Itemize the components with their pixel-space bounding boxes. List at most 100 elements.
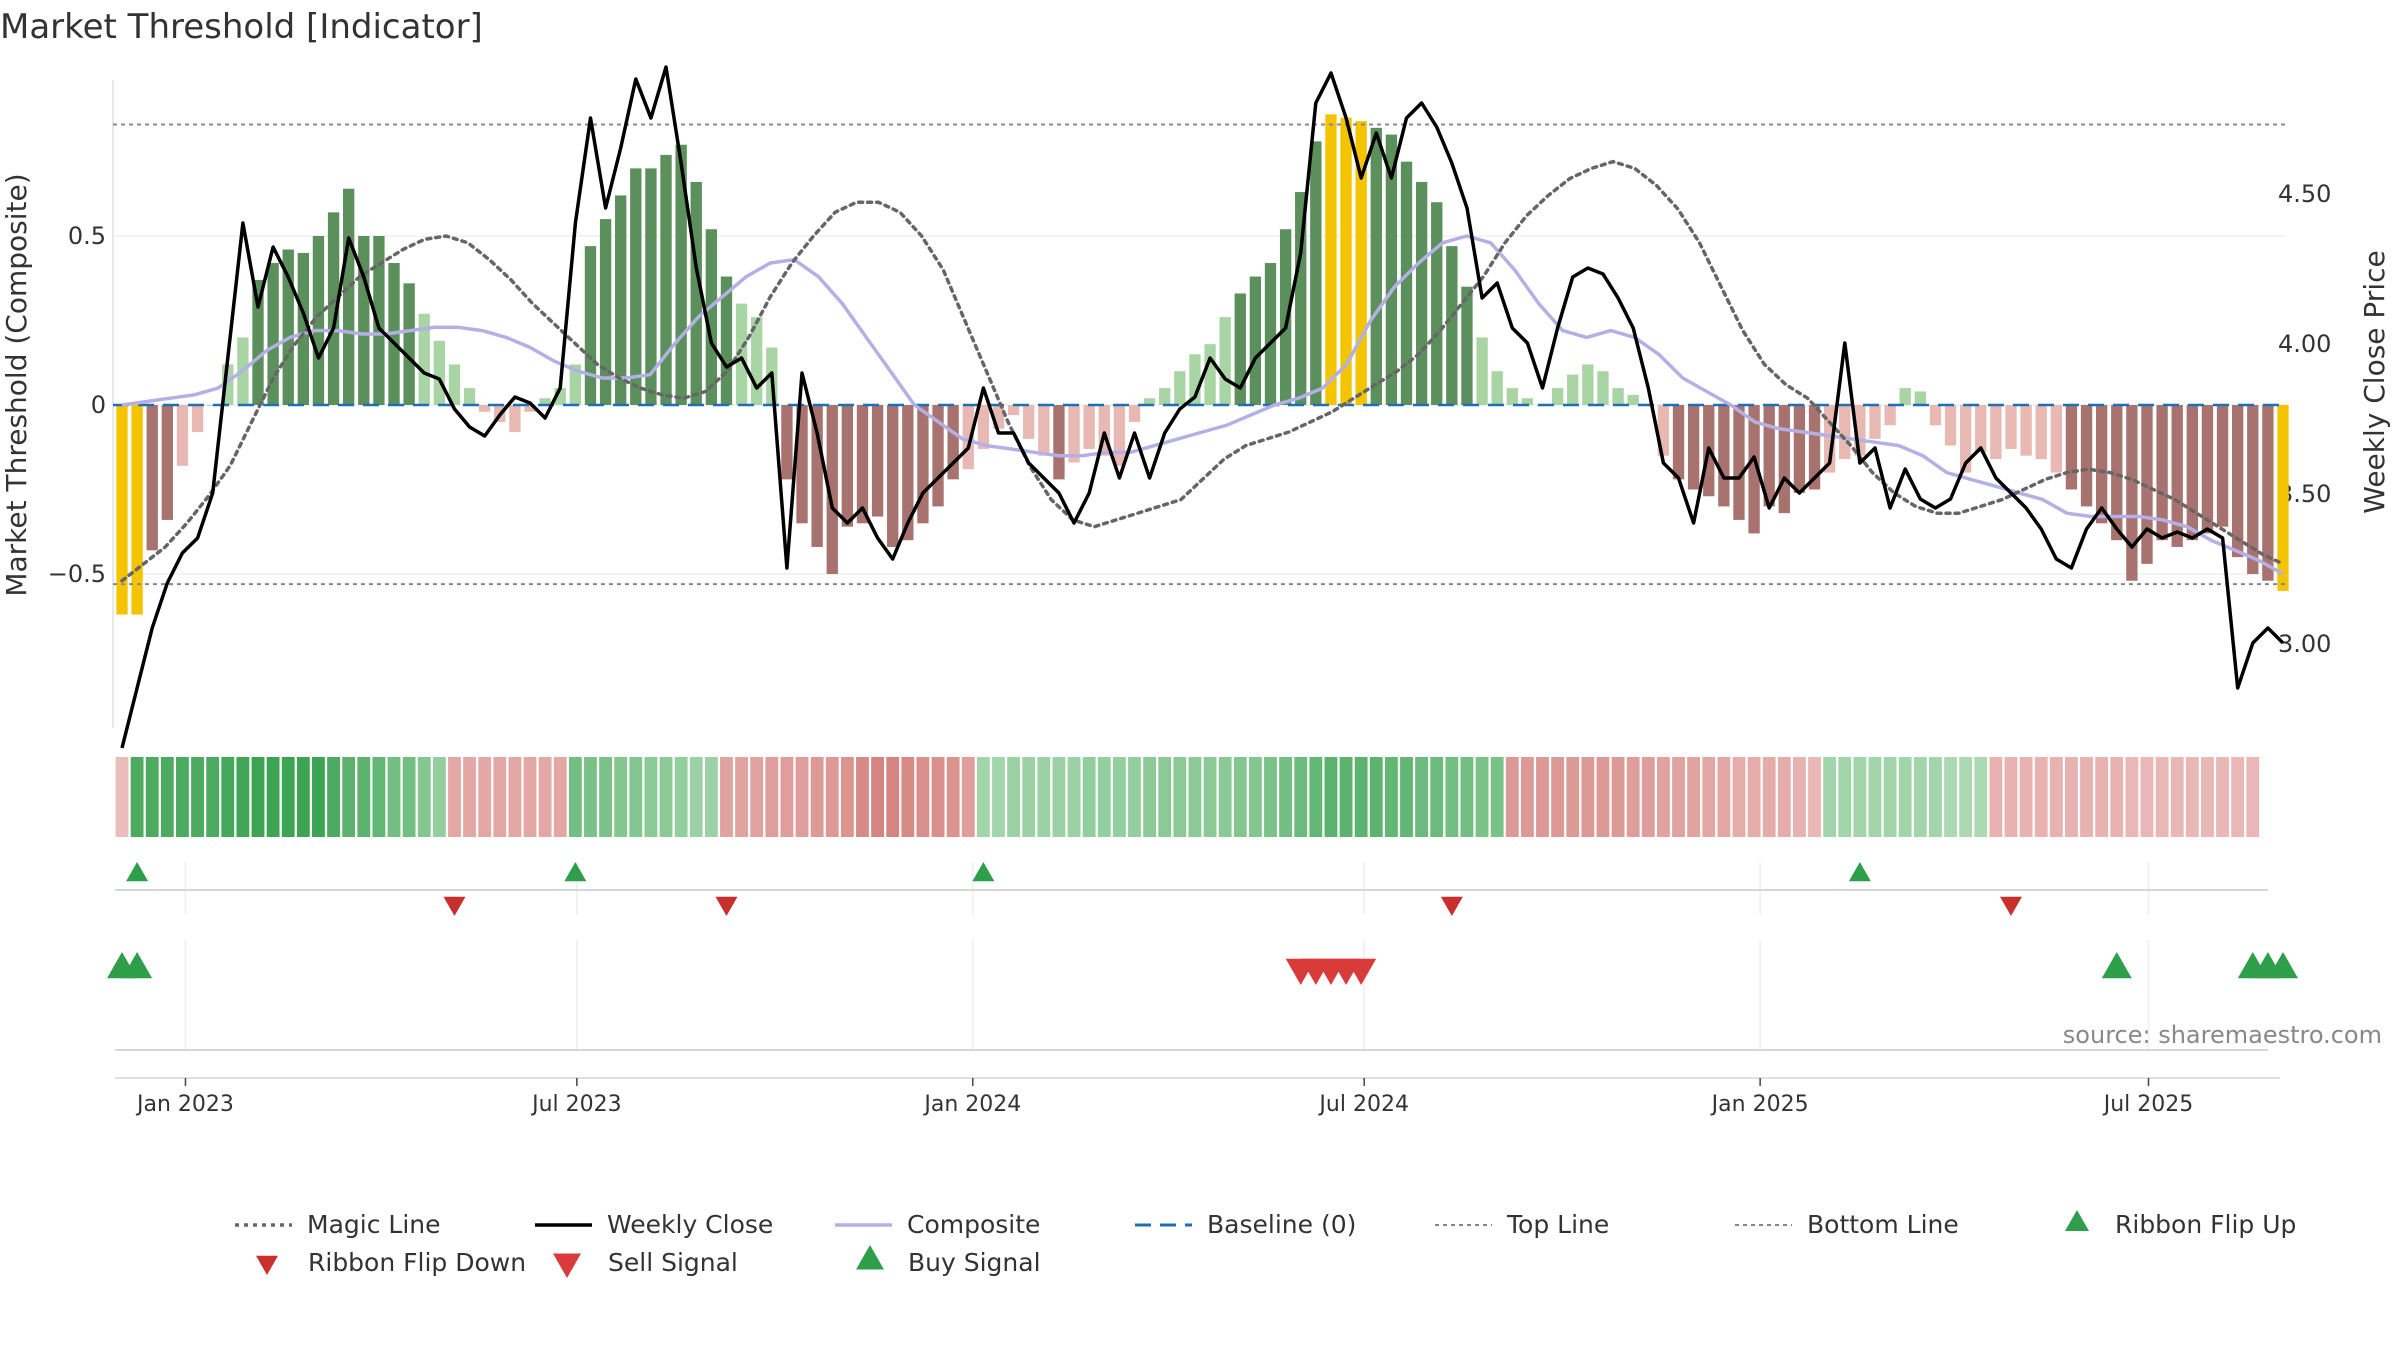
ribbon-cell — [266, 757, 280, 837]
ribbon-cell — [992, 757, 1005, 837]
legend-item-close: Weekly Close — [535, 1210, 773, 1239]
composite-bar — [1778, 405, 1790, 514]
composite-bar — [1657, 405, 1670, 456]
composite-bar — [1234, 293, 1246, 405]
ribbon-cell — [1354, 757, 1368, 837]
composite-bar — [871, 405, 884, 517]
composite-bar — [2216, 405, 2229, 527]
chart-title: Market Threshold [Indicator] — [0, 7, 483, 47]
ribbon-cell — [976, 757, 990, 837]
ribbon-cell — [856, 757, 869, 837]
ribbon-cell — [840, 757, 854, 837]
composite-bar — [252, 279, 264, 405]
composite-bar — [191, 405, 204, 433]
buy-signal-marker — [2101, 952, 2132, 979]
composite-bar — [1189, 354, 1201, 405]
composite-bar — [312, 236, 325, 405]
composite-bar — [2095, 405, 2108, 524]
ribbon-cell — [1520, 757, 1534, 837]
composite-bar — [992, 405, 1005, 429]
composite-bar — [690, 181, 702, 405]
legend-item-buy: Buy Signal — [856, 1245, 1041, 1277]
composite-bar — [1959, 405, 1972, 473]
composite-bar — [1551, 388, 1564, 405]
composite-bar — [539, 398, 551, 405]
composite-bar — [826, 405, 838, 574]
x-tick-label: Jul 2025 — [2102, 1092, 2194, 1117]
legend: Magic Line Weekly Close Composite Baseline … — [235, 1210, 2296, 1278]
composite-bar — [146, 405, 158, 551]
ribbon-cell — [1173, 757, 1187, 837]
composite-bar — [1718, 405, 1730, 507]
ribbon-cell — [795, 757, 809, 837]
left-tick-label: 0.5 — [68, 222, 106, 250]
ribbon-cell — [432, 757, 446, 837]
composite-bar — [1053, 405, 1065, 480]
composite-bar — [902, 405, 914, 541]
composite-bar — [1385, 134, 1398, 405]
ribbon-cell — [296, 757, 310, 837]
composite-bar — [1869, 405, 1881, 439]
ribbon-cell — [115, 757, 129, 837]
composite-bar — [1325, 114, 1337, 405]
ribbon-cell — [871, 757, 885, 837]
ribbon-cell — [1566, 757, 1580, 837]
composite-bar — [781, 405, 793, 480]
ribbon-cell — [387, 757, 401, 837]
ribbon-flip-down-marker — [715, 896, 738, 916]
x-tick-label: Jul 2024 — [1317, 1092, 1409, 1117]
composite-bar — [2201, 405, 2214, 534]
ribbon-cell — [916, 757, 930, 837]
composite-bar — [554, 388, 566, 405]
ribbon-cell — [1415, 757, 1429, 837]
ribbon-cell — [2019, 757, 2033, 837]
weekly-close-line — [120, 65, 2285, 749]
ribbon-cell — [614, 757, 628, 837]
ribbon-cell — [1672, 757, 1685, 837]
ribbon-cell — [1112, 757, 1126, 837]
ribbon-cell — [1188, 757, 1202, 837]
composite-bar — [1476, 337, 1488, 405]
legend-label: Magic Line — [307, 1210, 441, 1239]
ribbon-cell — [780, 757, 794, 837]
composite-bar — [1687, 405, 1700, 490]
composite-bar — [161, 405, 174, 520]
ribbon-cell — [720, 757, 733, 837]
composite-bar — [1567, 374, 1579, 405]
ribbon-cell — [1218, 757, 1232, 837]
ribbon-cell — [568, 757, 582, 837]
ribbon-cell — [1596, 757, 1610, 837]
composite-bar — [584, 246, 597, 405]
composite-bar — [1506, 388, 1518, 405]
composite-bar — [524, 405, 536, 412]
composite-bar — [1763, 405, 1775, 507]
ribbon-cell — [961, 757, 975, 837]
composite-bar — [1929, 405, 1942, 426]
composite-line — [121, 234, 2284, 576]
ribbon-cell — [130, 757, 144, 837]
ribbon-cell — [523, 757, 537, 837]
x-tick-label: Jan 2024 — [922, 1092, 1021, 1117]
composite-bar — [373, 236, 385, 405]
composite-bar — [1415, 181, 1428, 405]
ribbon-cell — [1974, 757, 1988, 837]
composite-bar — [2065, 405, 2078, 490]
composite-bar — [1219, 317, 1231, 405]
ribbon-cell — [1475, 757, 1489, 837]
ribbon-cell — [1551, 757, 1565, 837]
ribbon-cell — [448, 757, 461, 837]
composite-bar — [660, 154, 672, 405]
ribbon-cell — [2155, 757, 2169, 837]
composite-bar — [131, 405, 143, 615]
legend-label: Ribbon Flip Down — [308, 1248, 526, 1277]
ribbon-cell — [2095, 757, 2109, 837]
ribbon-cell — [1777, 757, 1791, 837]
ribbon-cell — [599, 757, 613, 837]
legend-item-magic: Magic Line — [235, 1210, 441, 1239]
composite-bar — [116, 405, 128, 615]
ribbon-cell — [357, 757, 371, 837]
composite-bar — [1612, 388, 1624, 405]
ribbon-cell — [1369, 757, 1383, 837]
ribbon-cell — [2080, 757, 2093, 837]
